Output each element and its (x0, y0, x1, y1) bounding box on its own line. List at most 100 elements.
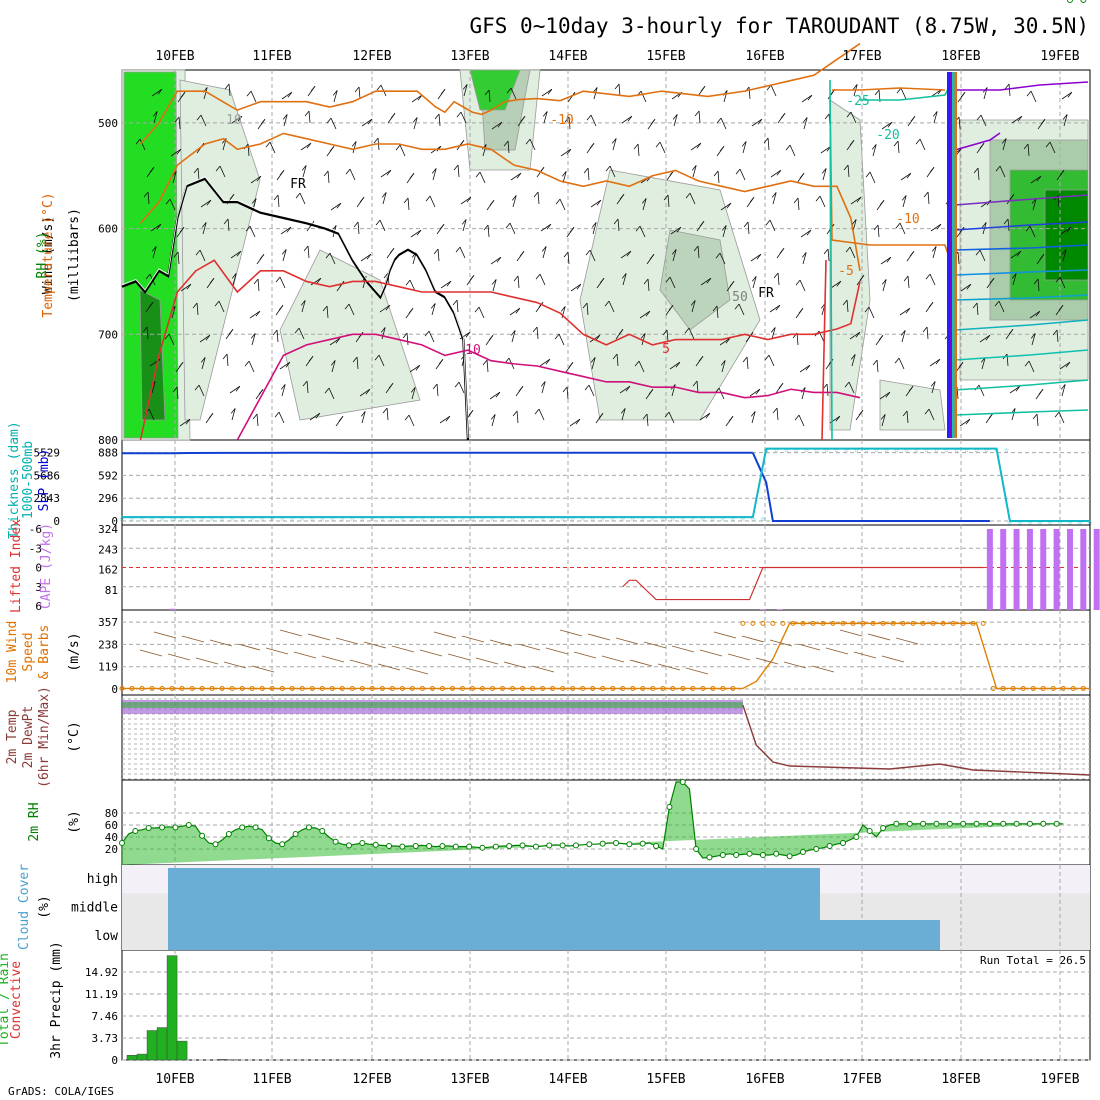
wind-barb-flag (221, 138, 227, 144)
panel-axis-label: Cloud Cover (17, 864, 32, 950)
wind-barb-flag (648, 388, 654, 395)
rh-marker (345, 842, 352, 849)
wind-barb (1012, 273, 1017, 286)
wind-barb-flag (215, 165, 221, 172)
wind-barb-flag (483, 224, 489, 231)
wind-barb-flag (403, 197, 409, 204)
slp-tick: 0 (111, 515, 118, 528)
wind-barb (616, 354, 619, 367)
wind-speed-marker (500, 685, 506, 691)
wind-barb-flag (258, 388, 264, 395)
wind-barb-flag (726, 202, 732, 209)
wind-barb-flag (279, 169, 285, 176)
wind-barb-flag (698, 355, 704, 362)
wind-barb-flag (671, 249, 677, 255)
wind-barb-flag (532, 326, 538, 333)
wind-speed-marker (910, 620, 916, 626)
wind-barb-flag (692, 380, 698, 387)
chart-title: GFS 0~10day 3-hourly for TAROUDANT (8.75… (469, 14, 1089, 38)
li-tick: -3 (29, 542, 42, 555)
cloud-cover-block (290, 890, 540, 920)
wind-barb (872, 144, 877, 157)
wind-barb-flag (902, 410, 908, 417)
wind-barb (748, 87, 751, 100)
wind-speed-marker (770, 620, 776, 626)
wind-barb-flag (520, 115, 526, 122)
wind-barb (440, 280, 452, 289)
rh-marker (199, 832, 206, 839)
wind-barb-flag (512, 410, 518, 417)
wind-barb (251, 333, 256, 346)
thickness-marker: ☆ (884, 446, 890, 456)
thickness-marker: ☆ (209, 514, 215, 524)
wind-barb-flag (518, 385, 524, 392)
wind-barb (666, 330, 669, 343)
footer-credit: GrADS: COLA/IGES (8, 1085, 114, 1098)
wind-barb-flag (253, 278, 259, 285)
wind-barb-flag (469, 274, 475, 281)
rh-marker (639, 840, 646, 847)
surface-barb (727, 653, 751, 661)
wind-barb (849, 331, 861, 340)
surface-barb (195, 657, 219, 665)
surface-barb (545, 647, 569, 655)
wind-barb (769, 304, 781, 313)
wind-barb-flag (685, 192, 691, 199)
wind-barb (956, 387, 959, 400)
wind-barb-flag (785, 144, 791, 151)
contour-label: FR (758, 286, 774, 301)
wind-barb-flag (484, 89, 490, 96)
wind-barb-flag (1011, 273, 1017, 279)
wind-speed-marker (379, 685, 385, 691)
wind-barb-flag (973, 167, 979, 174)
wind-barb (980, 199, 992, 208)
wind-barb (307, 246, 310, 259)
data-layer: ☆ ☆ ☆ ☆ ☆ ☆ ☆ ☆ ☆ ☆ ☆ ☆ ☆ ☆ ☆ ☆ ☆ ☆ ☆ ☆ ☆ ☆ ☆ ☆ ☆ ☆ ☆ ☆ ☆ ☆ ☆ ☆ ☆ ☆ ☆ ☆ ☆ ☆ ☆ ☆… (119, 0, 1100, 1061)
wind-barb-flag (844, 381, 850, 388)
rh-marker (386, 843, 393, 849)
wind-barb-flag (846, 111, 852, 118)
wind-barb (621, 115, 633, 124)
thickness-marker: ☆ (530, 514, 536, 524)
wind-barb-flag (1017, 115, 1023, 122)
rh-marker (693, 846, 700, 852)
thickness-marker: ☆ (380, 514, 386, 524)
wind-barb (148, 408, 155, 421)
surface-barb (895, 637, 919, 645)
wind-barb-flag (979, 142, 985, 149)
wind-speed-marker (740, 620, 746, 626)
surface-barb (223, 661, 247, 669)
surface-barb (811, 665, 835, 673)
surface-barb (853, 651, 877, 659)
wind-barb (659, 141, 666, 154)
surface-barb (391, 645, 415, 653)
wind-barb (179, 418, 191, 427)
rh-marker (279, 841, 286, 848)
rh-marker (719, 852, 726, 858)
thickness-marker: ☆ (740, 514, 746, 524)
wind-barb (590, 199, 602, 208)
wind-barb (231, 115, 243, 124)
wind-barb-flag (793, 197, 799, 204)
rh-marker (546, 842, 553, 849)
wind-barb (798, 414, 805, 427)
wind-barb (252, 198, 257, 211)
wind-barb-flag (815, 195, 821, 202)
wind-barb-flag (1066, 226, 1072, 233)
wind-barb-flag (156, 223, 162, 230)
wind-barb (777, 273, 780, 286)
rh-marker (1026, 820, 1033, 827)
wind-barb-flag (850, 354, 856, 360)
wind-barb-flag (1032, 413, 1038, 420)
rh-marker (586, 841, 593, 848)
wind-barb (257, 279, 260, 292)
wind-barb-flag (560, 306, 566, 312)
wind-barb (1061, 91, 1073, 100)
pressure-tick: 700 (98, 328, 118, 341)
wind-barb (880, 256, 892, 265)
thickness-marker: ☆ (944, 446, 950, 456)
wind-barb-flag (555, 198, 561, 205)
wind-barb (742, 141, 747, 154)
wind-speed-marker (179, 685, 185, 691)
wind-barb-flag (353, 221, 359, 228)
